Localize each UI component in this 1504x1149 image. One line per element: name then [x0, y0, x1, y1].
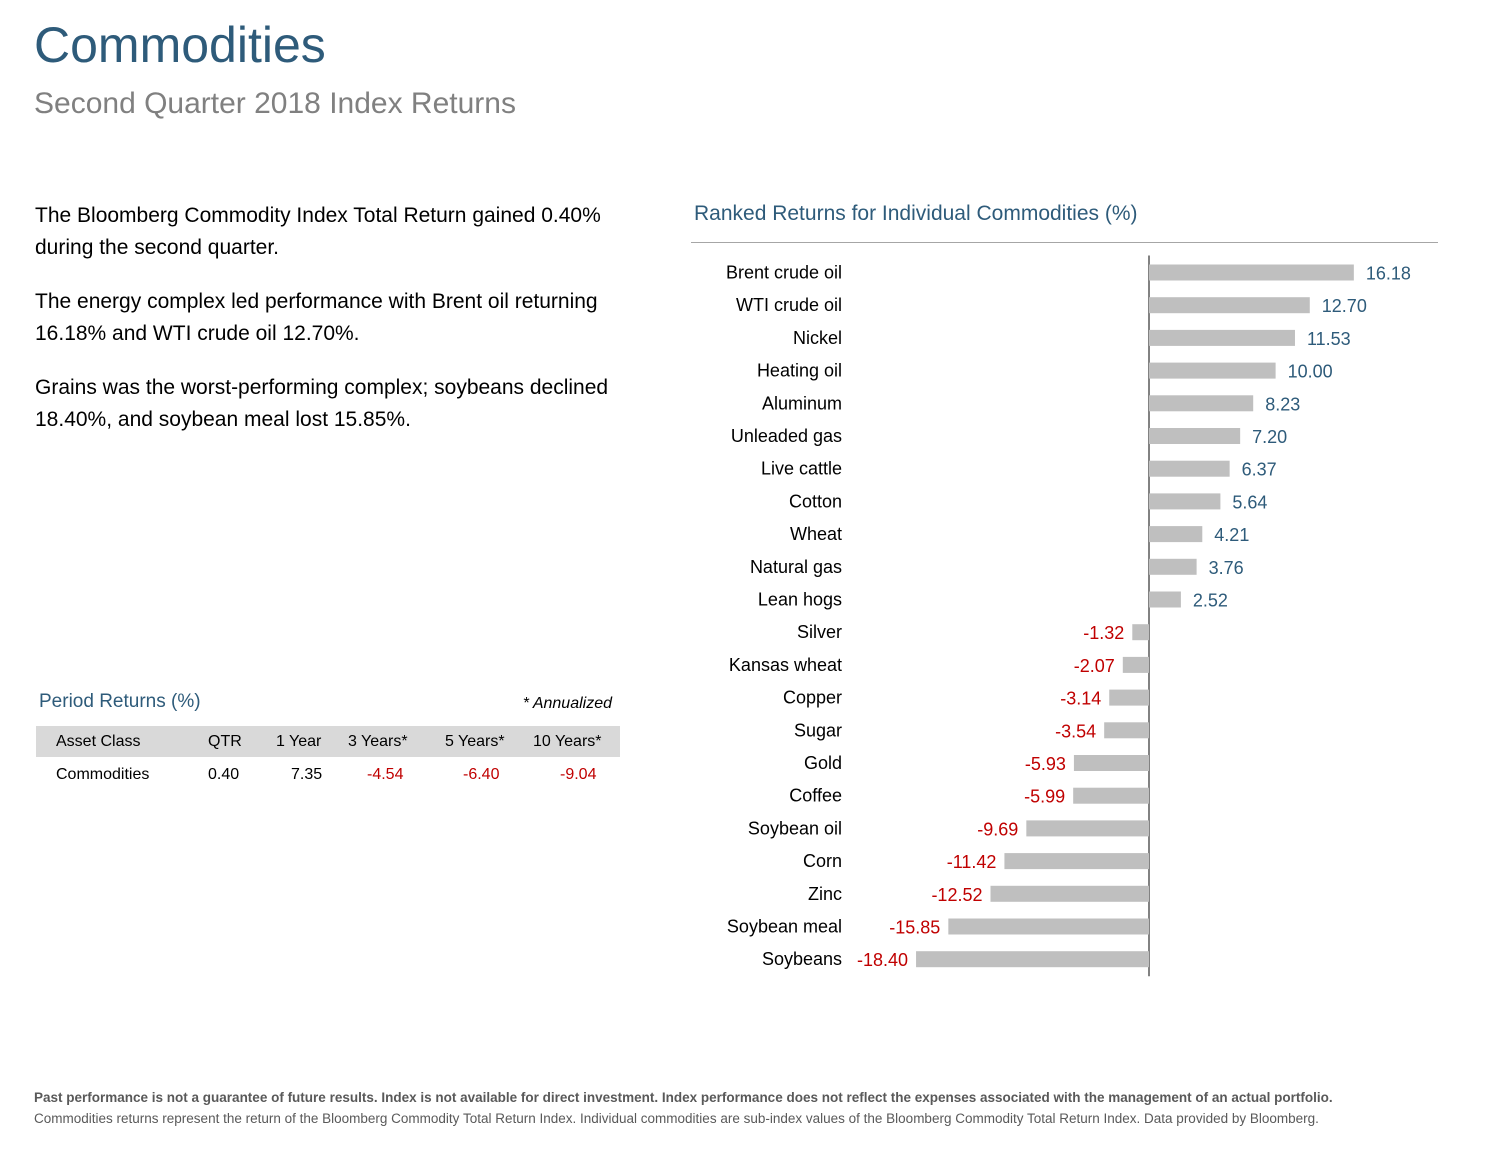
data-label: 8.23 [1265, 394, 1300, 414]
data-label: -15.85 [889, 918, 940, 938]
category-label: Copper [783, 688, 842, 708]
summary-section: The Bloomberg Commodity Index Total Retu… [35, 200, 615, 458]
data-label: -18.40 [857, 950, 908, 970]
bar [1149, 297, 1310, 314]
bar [1073, 755, 1149, 771]
data-label: 12.70 [1322, 296, 1367, 316]
table-cell: -9.04 [560, 766, 597, 783]
data-label: -11.42 [947, 852, 997, 872]
column-header: 10 Years* [533, 733, 602, 750]
table-cell: 7.35 [291, 766, 323, 783]
column-header: Asset Class [56, 733, 141, 750]
data-label: -2.07 [1074, 656, 1115, 676]
table-header-row: Asset Class QTR 1 Year 3 Years* 5 Years*… [36, 726, 620, 757]
bar [1149, 558, 1197, 575]
category-label: Silver [797, 622, 842, 642]
category-label: Brent crude oil [726, 263, 842, 283]
data-label: 11.53 [1307, 329, 1351, 349]
category-label: Coffee [789, 786, 842, 806]
category-label: Aluminum [762, 393, 842, 413]
data-label: -5.99 [1024, 787, 1065, 807]
data-label: -3.14 [1060, 689, 1101, 709]
bar [1122, 656, 1149, 673]
data-label: 3.76 [1209, 558, 1244, 578]
category-label: Wheat [790, 524, 842, 544]
period-returns-title: Period Returns (%) [39, 691, 201, 712]
category-label: Unleaded gas [731, 426, 842, 446]
bar [1149, 362, 1276, 379]
annualized-note: * Annualized [522, 695, 612, 712]
bar [1132, 624, 1149, 641]
summary-paragraph: The Bloomberg Commodity Index Total Retu… [35, 204, 601, 259]
data-label: -5.93 [1025, 754, 1066, 774]
data-label: 2.52 [1193, 591, 1228, 611]
bar [1149, 591, 1181, 608]
bar [1149, 493, 1221, 510]
column-header: 1 Year [276, 733, 322, 750]
bar [1073, 787, 1149, 804]
page-title: Commodities [34, 17, 326, 73]
table-cell: -6.40 [463, 766, 500, 783]
data-label: -1.32 [1083, 623, 1124, 643]
category-label: Heating oil [757, 361, 842, 381]
bar [1149, 428, 1241, 444]
bar [1104, 722, 1149, 739]
column-header: 3 Years* [348, 733, 408, 750]
category-label: Lean hogs [758, 590, 842, 610]
data-label: 5.64 [1232, 492, 1267, 512]
data-label: -12.52 [931, 885, 982, 905]
source-note: Commodities returns represent the return… [34, 1111, 1319, 1126]
category-label: Gold [804, 753, 842, 773]
category-label: Soybeans [762, 949, 842, 969]
bar [1149, 526, 1203, 543]
data-label: 7.20 [1252, 427, 1287, 447]
category-label: Sugar [794, 720, 842, 740]
period-returns-table: Asset Class QTR 1 Year 3 Years* 5 Years*… [36, 726, 620, 793]
category-label: Corn [803, 851, 842, 871]
category-label: Cotton [789, 491, 842, 511]
bar [990, 885, 1149, 902]
data-label: -3.54 [1055, 721, 1096, 741]
table-cell: Commodities [56, 766, 150, 783]
bar [1109, 689, 1149, 706]
category-label: Soybean oil [748, 818, 842, 838]
data-label: 16.18 [1366, 264, 1411, 284]
column-header: QTR [208, 733, 242, 750]
summary-paragraph: Grains was the worst-performing complex;… [35, 376, 609, 431]
table-cell: -4.54 [367, 766, 404, 783]
column-header: 5 Years* [445, 733, 505, 750]
category-label: Soybean meal [727, 917, 842, 937]
category-label: Zinc [808, 884, 842, 904]
table-row: Commodities 0.40 7.35 -4.54 -6.40 -9.04 [36, 757, 620, 793]
bar [948, 918, 1149, 935]
chart-title: Ranked Returns for Individual Commoditie… [694, 202, 1138, 225]
data-label: 10.00 [1288, 362, 1333, 382]
category-label: Nickel [793, 328, 842, 348]
data-label: -9.69 [977, 819, 1018, 839]
bar [1004, 853, 1149, 870]
bar [1149, 395, 1254, 412]
bar [1026, 820, 1149, 837]
data-label: 6.37 [1242, 460, 1277, 480]
page-subtitle: Second Quarter 2018 Index Returns [34, 87, 516, 120]
bar [916, 951, 1149, 968]
bar [1149, 329, 1295, 346]
bar [1149, 460, 1230, 477]
chart-title-divider [691, 242, 1438, 243]
category-label: Live cattle [761, 459, 842, 479]
data-label: 4.21 [1214, 525, 1249, 545]
category-label: Natural gas [750, 557, 842, 577]
category-label: Kansas wheat [729, 655, 842, 675]
table-cell: 0.40 [208, 766, 240, 783]
disclaimer-text: Past performance is not a guarantee of f… [34, 1090, 1333, 1105]
bar [1149, 264, 1354, 281]
summary-paragraph: The energy complex led performance with … [35, 290, 598, 345]
category-label: WTI crude oil [736, 295, 842, 315]
